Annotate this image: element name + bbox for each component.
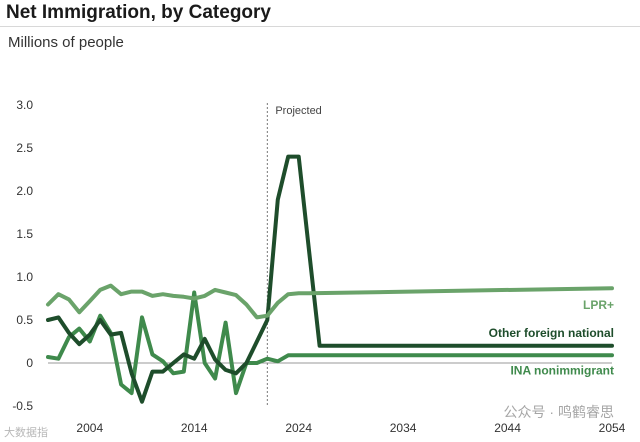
series-label-ina-nonimmigrant: INA nonimmigrant [510, 363, 614, 377]
projected-label: Projected [275, 105, 321, 117]
x-axis: 2004 2014 2024 2034 2044 2054 [76, 421, 625, 435]
chart-subtitle: Millions of people [8, 34, 124, 51]
y-axis: 3.0 2.5 2.0 1.5 1.0 0.5 0 -0.5 [12, 98, 33, 413]
series-line-other-foreign-national [46, 154, 614, 404]
y-tick-label: -0.5 [12, 399, 33, 413]
x-tick-label: 2044 [494, 421, 521, 435]
y-tick-label: 2.5 [16, 141, 33, 155]
x-tick-label: 2014 [181, 421, 208, 435]
x-tick-label: 2004 [76, 421, 103, 435]
y-tick-label: 1.0 [16, 270, 33, 284]
source-watermark: 大数据指 [4, 427, 48, 439]
series-label-other-foreign-national: Other foreign national [489, 326, 614, 340]
watermark-text: 公众号 · 鸣鹤睿思 [503, 404, 614, 420]
chart-title: Net Immigration, by Category [6, 2, 271, 23]
title-divider [0, 26, 640, 27]
y-tick-label: 3.0 [16, 98, 33, 112]
y-tick-label: 0 [26, 356, 33, 370]
x-tick-label: 2034 [390, 421, 417, 435]
series-labels: LPR+ Other foreign national INA nonimmigra… [489, 298, 614, 377]
y-tick-label: 2.0 [16, 184, 33, 198]
series-label-lpr-: LPR+ [583, 298, 614, 312]
x-tick-label: 2024 [285, 421, 312, 435]
series-lines [46, 154, 614, 404]
y-tick-label: 0.5 [16, 313, 33, 327]
series-line-ina-nonimmigrant [46, 290, 614, 396]
series-line-lpr- [46, 283, 614, 320]
x-tick-label: 2054 [599, 421, 626, 435]
y-tick-label: 1.5 [16, 227, 33, 241]
